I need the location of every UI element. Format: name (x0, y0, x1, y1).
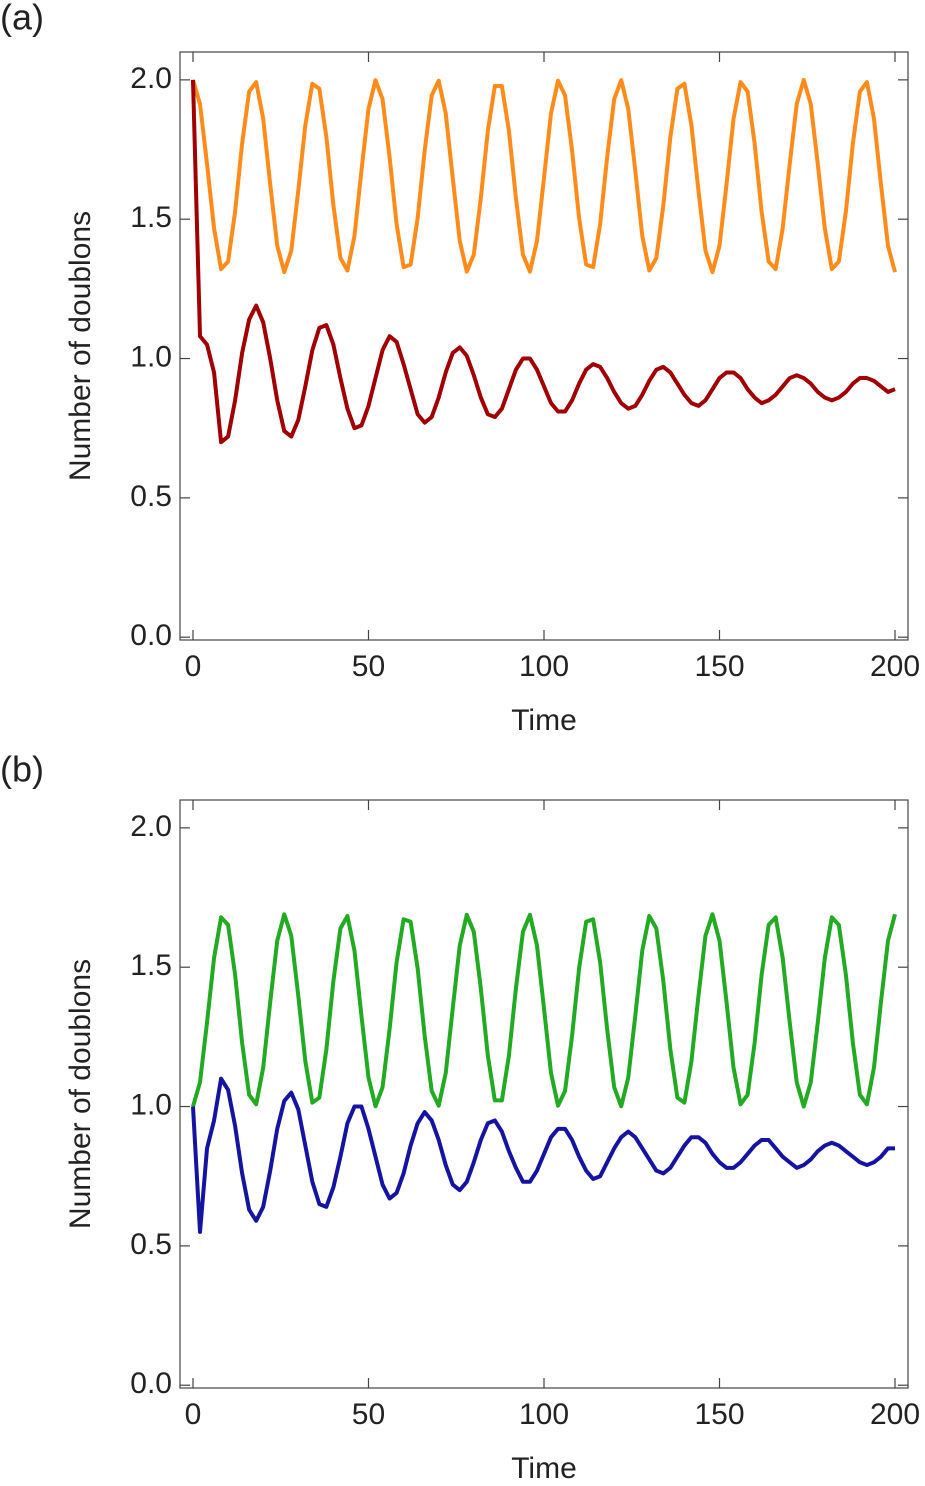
y-tick-label: 0.5 (130, 1228, 172, 1261)
data-line (190, 1076, 896, 1234)
x-tick-label: 100 (519, 650, 569, 683)
x-axis-label: Time (511, 704, 577, 737)
data-line (190, 79, 896, 445)
x-tick-label: 50 (352, 1398, 385, 1431)
y-axis-label: Number of doublons (64, 959, 97, 1229)
panel-label: (a) (0, 0, 44, 38)
panel-label: (b) (0, 749, 44, 790)
x-axis-label: Time (511, 1452, 577, 1485)
x-tick-label: 150 (694, 650, 744, 683)
x-tick-label: 0 (185, 650, 202, 683)
data-line (191, 912, 897, 1109)
x-tick-label: 150 (694, 1398, 744, 1431)
y-tick-label: 1.0 (130, 1088, 172, 1121)
y-tick-label: 1.0 (130, 340, 172, 373)
y-axis-label: Number of doublons (64, 211, 97, 481)
y-tick-label: 2.0 (130, 810, 172, 843)
y-tick-label: 1.5 (130, 201, 172, 234)
x-tick-label: 0 (185, 1398, 202, 1431)
y-tick-label: 0.0 (130, 1367, 172, 1400)
y-tick-label: 1.5 (130, 949, 172, 982)
y-tick-label: 2.0 (130, 62, 172, 95)
data-line (191, 77, 897, 275)
x-tick-label: 200 (870, 650, 920, 683)
y-tick-label: 0.5 (130, 480, 172, 513)
x-tick-label: 50 (352, 650, 385, 683)
x-tick-label: 200 (870, 1398, 920, 1431)
x-tick-label: 100 (519, 1398, 569, 1431)
y-tick-label: 0.0 (130, 619, 172, 652)
plot-frame (179, 51, 909, 641)
